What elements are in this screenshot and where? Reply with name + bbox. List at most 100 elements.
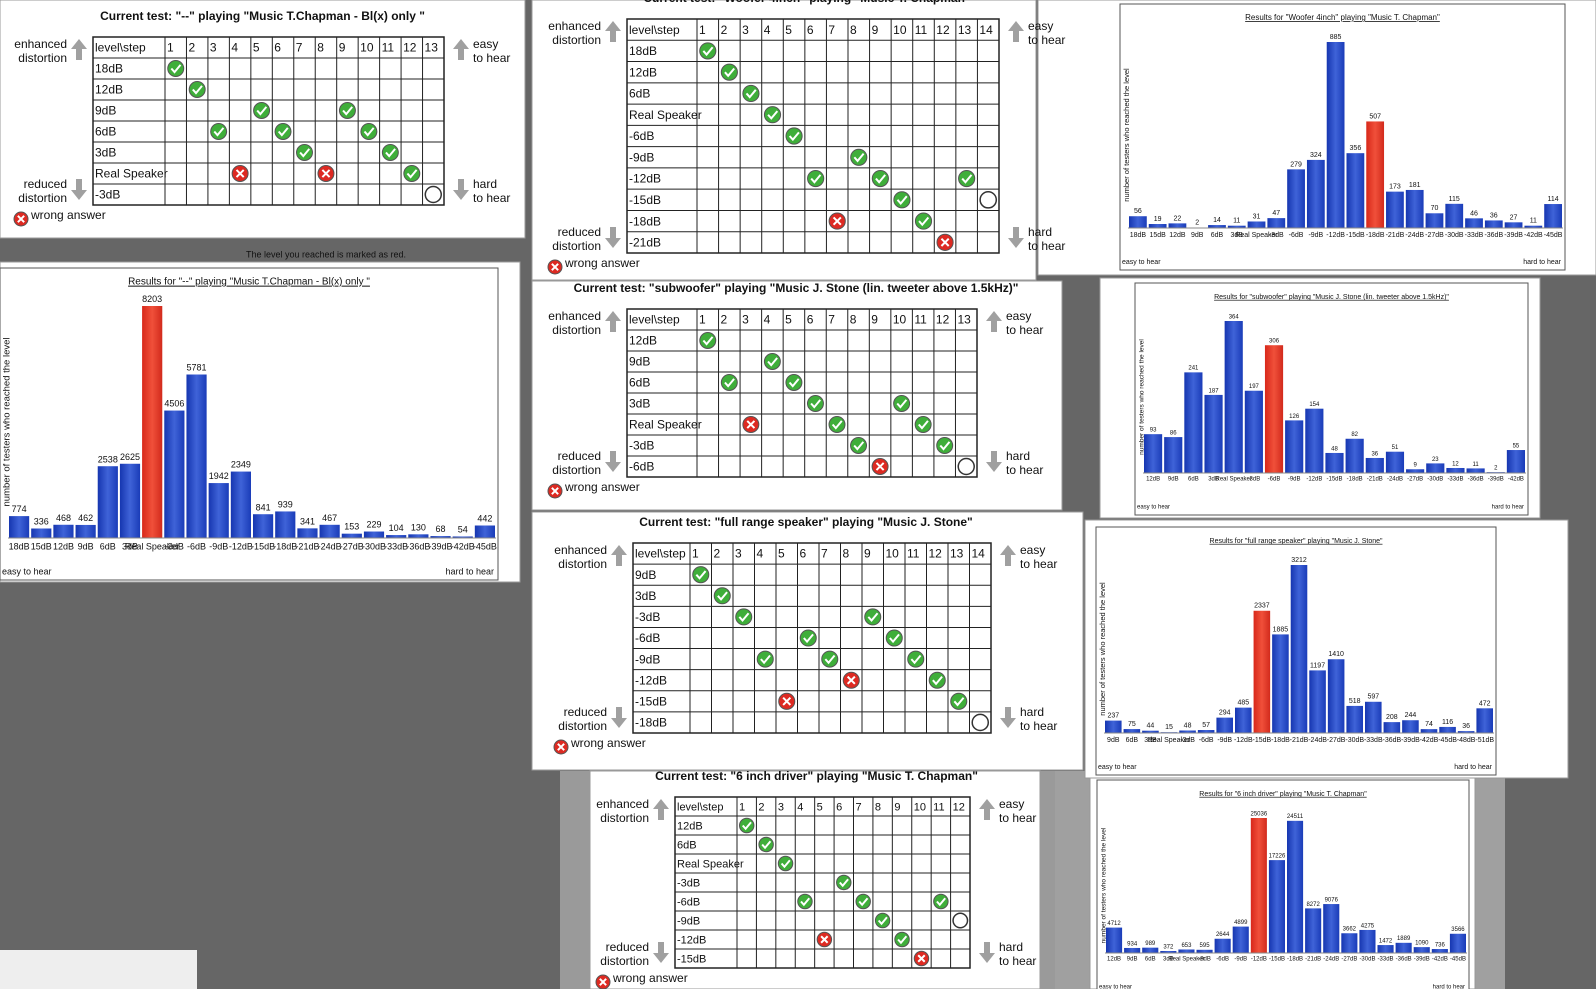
value-label: 51 bbox=[1392, 445, 1399, 451]
bar bbox=[386, 535, 407, 538]
check bbox=[824, 654, 836, 665]
level-label: -21dB bbox=[629, 236, 661, 250]
value-label: 5781 bbox=[187, 363, 207, 373]
step-number: 4 bbox=[797, 801, 803, 813]
step-number: 13 bbox=[957, 313, 971, 327]
value-label: 197 bbox=[1249, 384, 1260, 390]
value-label: 154 bbox=[1309, 402, 1320, 408]
ok-icon bbox=[864, 608, 882, 626]
level-label: -6dB bbox=[629, 129, 654, 143]
step-number: 1 bbox=[739, 801, 745, 813]
check bbox=[741, 821, 752, 831]
ok-icon bbox=[894, 931, 910, 948]
check bbox=[910, 654, 922, 665]
category-label: Real Speaker bbox=[125, 541, 180, 551]
category-label: -18dB bbox=[1271, 737, 1290, 744]
bar bbox=[1449, 933, 1466, 953]
bar bbox=[1402, 720, 1419, 733]
arrow-icon bbox=[605, 311, 621, 332]
hard-label: to hear bbox=[1006, 463, 1043, 477]
ok-icon bbox=[763, 106, 782, 124]
level-label: 9dB bbox=[95, 104, 116, 118]
value-label: 27 bbox=[1510, 214, 1518, 221]
value-label: 306 bbox=[1269, 339, 1280, 345]
value-label: 93 bbox=[1150, 428, 1157, 434]
step-number: 2 bbox=[188, 41, 195, 55]
step-number: 11 bbox=[915, 23, 928, 37]
value-label: 442 bbox=[477, 514, 492, 524]
ok-icon bbox=[950, 692, 968, 710]
category-label: 6dB bbox=[1126, 737, 1139, 744]
category-label: -24dB bbox=[1323, 957, 1339, 963]
value-label: 934 bbox=[1127, 941, 1138, 947]
category-label: 12dB bbox=[1146, 477, 1160, 483]
cross bbox=[832, 216, 842, 226]
step-number: 14 bbox=[979, 23, 993, 37]
value-label: 48 bbox=[1331, 446, 1338, 452]
check bbox=[761, 840, 772, 850]
step-number: 11 bbox=[933, 801, 944, 813]
category-label: -33dB bbox=[384, 541, 408, 551]
value-label: 14 bbox=[1213, 217, 1221, 224]
category-label: -3dB bbox=[1269, 232, 1284, 239]
value-label: 356 bbox=[1350, 145, 1362, 152]
bar bbox=[1129, 216, 1147, 228]
cross bbox=[17, 215, 25, 223]
category-label: -6dB bbox=[1216, 957, 1229, 963]
value-label: 70 bbox=[1431, 205, 1439, 212]
bar bbox=[297, 528, 318, 538]
step-number: 10 bbox=[886, 547, 900, 561]
step-number: 10 bbox=[893, 313, 907, 327]
hard-note: hard to hear bbox=[1492, 505, 1524, 511]
step-number: 11 bbox=[914, 313, 927, 327]
step-number: 4 bbox=[764, 313, 771, 327]
value-label: 364 bbox=[1229, 314, 1240, 320]
category-label: 6dB bbox=[1211, 232, 1224, 239]
category-label: 18dB bbox=[9, 541, 30, 551]
easy-label: easy bbox=[1006, 309, 1031, 323]
category-label: -21dB bbox=[1386, 232, 1405, 239]
value-label: 44 bbox=[1147, 723, 1155, 730]
category-label: -30dB bbox=[362, 541, 386, 551]
category-label: -39dB bbox=[1488, 477, 1504, 483]
category-label: 12dB bbox=[53, 541, 74, 551]
step-number: 1 bbox=[699, 23, 706, 37]
bar bbox=[1142, 730, 1159, 733]
level-label: Real Speaker bbox=[677, 858, 744, 870]
value-label: 57 bbox=[1202, 722, 1210, 729]
value-label: 2 bbox=[1195, 220, 1199, 227]
arrow-icon bbox=[605, 21, 621, 42]
value-label: 3212 bbox=[1291, 557, 1307, 564]
level-label: -6dB bbox=[629, 460, 654, 474]
value-label: 11 bbox=[1530, 218, 1537, 225]
hard-note: hard to hear bbox=[1433, 985, 1465, 989]
value-label: 36 bbox=[1462, 723, 1470, 730]
ok-icon bbox=[914, 416, 932, 433]
ok-icon bbox=[403, 165, 421, 182]
level-label: -18dB bbox=[629, 214, 661, 228]
level-label: -18dB bbox=[635, 716, 667, 730]
grid-table bbox=[626, 18, 1000, 254]
value-label: 324 bbox=[1310, 152, 1322, 159]
bar bbox=[1465, 218, 1483, 228]
category-label: 3dB bbox=[1144, 737, 1157, 744]
arrow-icon bbox=[1008, 21, 1024, 42]
step-number: 13 bbox=[950, 547, 964, 561]
check bbox=[803, 633, 814, 644]
category-label: -42dB bbox=[1508, 477, 1524, 483]
value-label: 36 bbox=[1490, 212, 1498, 219]
bar bbox=[1272, 634, 1289, 733]
step-number: 2 bbox=[758, 801, 764, 813]
bar bbox=[1105, 720, 1122, 733]
level-label: -12dB bbox=[629, 172, 661, 186]
step-number: 13 bbox=[425, 41, 439, 55]
bar bbox=[363, 531, 385, 538]
value-label: 56 bbox=[1134, 208, 1142, 215]
step-number: 9 bbox=[339, 41, 346, 55]
ok-icon bbox=[871, 169, 889, 188]
category-label: -51dB bbox=[1475, 737, 1494, 744]
test-title: Current test: "Woofer 4inch" playing "Mu… bbox=[643, 0, 970, 5]
step-number: 2 bbox=[721, 313, 728, 327]
bar bbox=[97, 466, 118, 538]
